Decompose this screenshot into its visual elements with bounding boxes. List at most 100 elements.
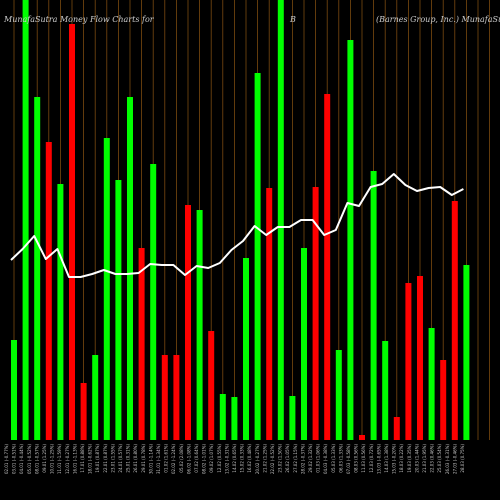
x-tick-label: 29.01 (0.78%) <box>141 444 146 473</box>
money-flow-bar <box>266 188 273 440</box>
x-tick-label: 24.01 (0.57%) <box>118 444 123 473</box>
x-tick-label: 25.01 (0.31%) <box>126 444 131 473</box>
money-flow-bar <box>312 187 319 440</box>
money-flow-bar <box>92 355 99 440</box>
money-flow-bar <box>451 201 458 440</box>
money-flow-bar <box>173 355 180 440</box>
x-tick-label: 19.03 (0.35%) <box>407 444 412 473</box>
x-tick-label: 12.01 (-0.27%) <box>65 444 70 474</box>
money-flow-bar <box>335 350 342 440</box>
x-tick-label: 01.03 (1.06%) <box>316 444 321 473</box>
money-flow-bar <box>405 283 412 440</box>
x-tick-label: 16.02 (0.48%) <box>247 444 252 473</box>
x-tick-label: 09.02 (1.07%) <box>209 444 214 473</box>
x-tick-label: 27.02 (1.15%) <box>293 444 298 473</box>
x-tick-label: 18.03 (0.22%) <box>399 444 404 473</box>
money-flow-bar <box>347 40 354 440</box>
x-tick-label: 07.02 (0.64%) <box>194 444 199 473</box>
money-flow-bar <box>301 248 307 440</box>
money-flow-bar <box>11 340 17 440</box>
x-tick-label: 06.03 (1.33%) <box>338 444 343 473</box>
money-flow-bar <box>196 210 203 440</box>
money-flow-bar <box>277 0 284 440</box>
money-flow-bar <box>219 394 226 440</box>
money-flow-bar <box>185 205 191 440</box>
x-tick-label: 23.01 (1.55%) <box>110 444 115 473</box>
money-flow-bar <box>463 265 470 440</box>
x-tick-label: 23.02 (1.50%) <box>278 444 283 473</box>
x-tick-label: 29.02 (1.32%) <box>308 444 313 473</box>
money-flow-bar <box>440 360 447 440</box>
x-tick-label: 14.03 (1.38%) <box>384 444 389 473</box>
x-axis-tick-labels: 02.01 (-0.77%) 03.01 (-0.51%) 04.01 (-0.44… <box>4 444 465 474</box>
x-tick-label: 02.01 (-0.77%) <box>4 444 9 474</box>
x-tick-label: 26.02 (1.05%) <box>285 444 290 473</box>
x-tick-label: 15.03 (-0.20%) <box>392 444 397 474</box>
x-tick-label: 05.02 (2.08%) <box>179 444 184 473</box>
x-tick-label: 08.01 (-0.57%) <box>34 444 39 474</box>
x-tick-label: 08.02 (-1.01%) <box>202 444 207 474</box>
x-tick-label: 19.01 (0.87%) <box>95 444 100 473</box>
x-tick-label: 28.02 (-0.37%) <box>300 444 305 474</box>
x-tick-label: 04.01 (-0.44%) <box>19 444 24 474</box>
x-tick-label: 02.02 (-1.24%) <box>171 444 176 474</box>
x-tick-label: 05.01 (-0.52%) <box>27 444 32 474</box>
x-tick-label: 06.02 (-1.08%) <box>186 444 191 474</box>
x-tick-label: 05.03 (1.33%) <box>331 444 336 473</box>
x-tick-label: 12.03 (0.72%) <box>369 444 374 473</box>
x-tick-label: 28.03 (0.75%) <box>460 444 465 473</box>
money-flow-line <box>10 173 464 278</box>
x-tick-label: 17.01 (0.88%) <box>80 444 85 473</box>
money-flow-bar <box>254 73 261 440</box>
x-tick-label: 22.02 (-0.52%) <box>270 444 275 474</box>
money-flow-bar <box>417 276 423 440</box>
x-tick-label: 25.03 (0.54%) <box>437 444 442 473</box>
x-tick-label: 16.01 (-1.13%) <box>72 444 77 474</box>
money-flow-bar <box>359 435 365 440</box>
x-tick-label: 21.03 (1.95%) <box>422 444 427 473</box>
x-tick-label: 13.02 (-0.31%) <box>224 444 229 474</box>
x-tick-label: 13.03 (-0.65%) <box>376 444 381 474</box>
money-flow-bar <box>45 142 52 440</box>
x-tick-label: 18.01 (-0.62%) <box>88 444 93 474</box>
money-flow-bar <box>22 0 29 440</box>
x-tick-label: 14.02 (0.65%) <box>232 444 237 473</box>
x-tick-label: 26.03 (-0.31%) <box>445 444 450 474</box>
x-tick-label: 03.01 (-0.51%) <box>12 444 17 474</box>
money-flow-bar <box>428 328 435 440</box>
x-tick-label: 30.01 (-1.14%) <box>148 444 153 474</box>
x-tick-label: 27.03 (-0.46%) <box>452 444 457 474</box>
header-symbol: B <box>289 15 296 24</box>
money-flow-bar <box>103 138 110 440</box>
x-tick-label: 04.03 (-0.38%) <box>323 444 328 474</box>
x-tick-label: 12.02 (0.55%) <box>217 444 222 473</box>
money-flow-bar <box>127 97 133 440</box>
money-flow-bar <box>115 180 122 440</box>
x-tick-label: 20.03 (1.44%) <box>414 444 419 473</box>
money-flow-bar <box>161 355 168 440</box>
money-flow-bar <box>69 24 75 440</box>
money-flow-bar <box>382 341 389 440</box>
money-flow-bar <box>80 383 87 440</box>
x-tick-label: 11.03 (0.56%) <box>361 444 366 473</box>
header-right-text: (Barnes Group, Inc.) MunafaSutra.com <box>376 15 500 24</box>
x-tick-label: 07.03 (-0.58%) <box>346 444 351 474</box>
x-tick-label: 10.01 (-1.25%) <box>50 444 55 474</box>
x-tick-label: 21.02 (1.25%) <box>262 444 267 473</box>
x-tick-label: 26.01 (0.80%) <box>133 444 138 473</box>
money-flow-bar <box>208 331 215 440</box>
header-left-text: MunafaSutra Money Flow Charts for <box>3 15 155 24</box>
money-flow-bar <box>243 258 249 440</box>
money-flow-bars <box>11 0 470 440</box>
x-tick-label: 01.02 (1.61%) <box>164 444 169 473</box>
money-flow-bar <box>324 94 331 440</box>
money-flow-bar <box>34 97 41 440</box>
x-tick-label: 11.01 (-1.59%) <box>57 444 62 474</box>
money-flow-bar <box>393 417 400 440</box>
money-flow-bar <box>370 171 377 440</box>
money-flow-bar <box>289 396 296 440</box>
x-tick-label: 31.01 (-1.34%) <box>156 444 161 474</box>
x-tick-label: 09.01 (1.25%) <box>42 444 47 473</box>
money-flow-bar <box>150 164 157 440</box>
